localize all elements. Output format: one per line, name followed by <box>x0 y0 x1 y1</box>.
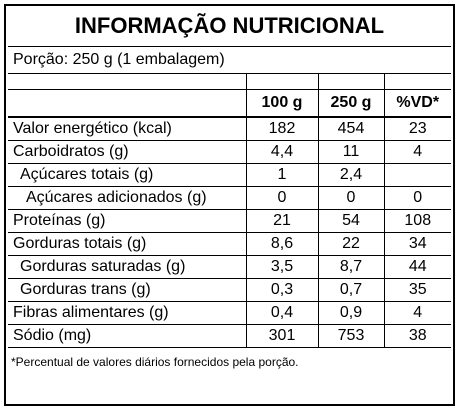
nutrient-value: 0,9 <box>317 301 384 325</box>
nutrient-value: 23 <box>383 117 452 141</box>
nutrition-table: INFORMAÇÃO NUTRICIONAL Porção: 250 g (1 … <box>8 6 452 348</box>
nutrient-name: Gorduras trans (g) <box>8 278 246 302</box>
nutrient-value: 22 <box>317 232 384 256</box>
nutrient-value: 4 <box>383 140 452 164</box>
header-cell: 250 g <box>317 89 384 118</box>
nutrient-value: 0,7 <box>317 278 384 302</box>
nutrient-row: Carboidratos (g) 4,4 11 4 <box>8 140 452 164</box>
nutrient-value: 454 <box>317 117 384 141</box>
nutrient-name: Proteínas (g) <box>8 209 246 233</box>
nutrient-name: Sódio (mg) <box>8 324 246 348</box>
nutrient-value <box>383 163 452 187</box>
nutrient-row: Gorduras saturadas (g) 3,5 8,7 44 <box>8 255 452 279</box>
header-cell: %VD* <box>383 89 452 118</box>
nutrient-value: 35 <box>383 278 452 302</box>
nutrient-value: 182 <box>245 117 318 141</box>
nutrient-name: Gorduras totais (g) <box>8 232 246 256</box>
nutrient-name: Açúcares adicionados (g) <box>8 186 246 210</box>
nutrient-value: 38 <box>383 324 452 348</box>
nutrient-value: 301 <box>245 324 318 348</box>
nutrient-value: 8,7 <box>317 255 384 279</box>
nutrient-value: 4 <box>383 301 452 325</box>
nutrient-value: 0,3 <box>245 278 318 302</box>
portion: Porção: 250 g (1 embalagem) <box>8 46 452 74</box>
nutrient-value: 54 <box>317 209 384 233</box>
nutrient-name: Fibras alimentares (g) <box>8 301 246 325</box>
header-cell: 100 g <box>245 89 318 118</box>
nutrient-value: 0 <box>317 186 384 210</box>
header-row: 100 g 250 g %VD* <box>8 89 452 118</box>
nutrient-value: 21 <box>245 209 318 233</box>
nutrient-row: Proteínas (g) 21 54 108 <box>8 209 452 233</box>
nutrient-name: Gorduras saturadas (g) <box>8 255 246 279</box>
nutrient-value: 108 <box>383 209 452 233</box>
nutrient-value: 11 <box>317 140 384 164</box>
title: INFORMAÇÃO NUTRICIONAL <box>8 6 452 47</box>
nutrient-value: 8,6 <box>245 232 318 256</box>
nutrient-value: 753 <box>317 324 384 348</box>
nutrient-value: 0 <box>383 186 452 210</box>
nutrient-value: 44 <box>383 255 452 279</box>
nutrition-label: INFORMAÇÃO NUTRICIONAL Porção: 250 g (1 … <box>4 4 455 406</box>
nutrient-value: 34 <box>383 232 452 256</box>
footnote: *Percentual de valores diários fornecido… <box>11 355 299 369</box>
nutrient-name: Valor energético (kcal) <box>8 117 246 141</box>
nutrient-name: Açúcares totais (g) <box>8 163 246 187</box>
nutrient-name: Carboidratos (g) <box>8 140 246 164</box>
nutrient-row: Gorduras totais (g) 8,6 22 34 <box>8 232 452 256</box>
nutrient-row: Gorduras trans (g) 0,3 0,7 35 <box>8 278 452 302</box>
nutrient-value: 1 <box>245 163 318 187</box>
nutrient-row: Fibras alimentares (g) 0,4 0,9 4 <box>8 301 452 325</box>
nutrient-row: Açúcares totais (g) 1 2,4 <box>8 163 452 187</box>
nutrient-row: Açúcares adicionados (g) 0 0 0 <box>8 186 452 210</box>
nutrient-value: 4,4 <box>245 140 318 164</box>
nutrient-row: Valor energético (kcal) 182 454 23 <box>8 117 452 141</box>
nutrient-value: 0,4 <box>245 301 318 325</box>
nutrient-row: Sódio (mg) 301 753 38 <box>8 324 452 348</box>
nutrient-value: 2,4 <box>317 163 384 187</box>
nutrient-value: 3,5 <box>245 255 318 279</box>
nutrient-value: 0 <box>245 186 318 210</box>
